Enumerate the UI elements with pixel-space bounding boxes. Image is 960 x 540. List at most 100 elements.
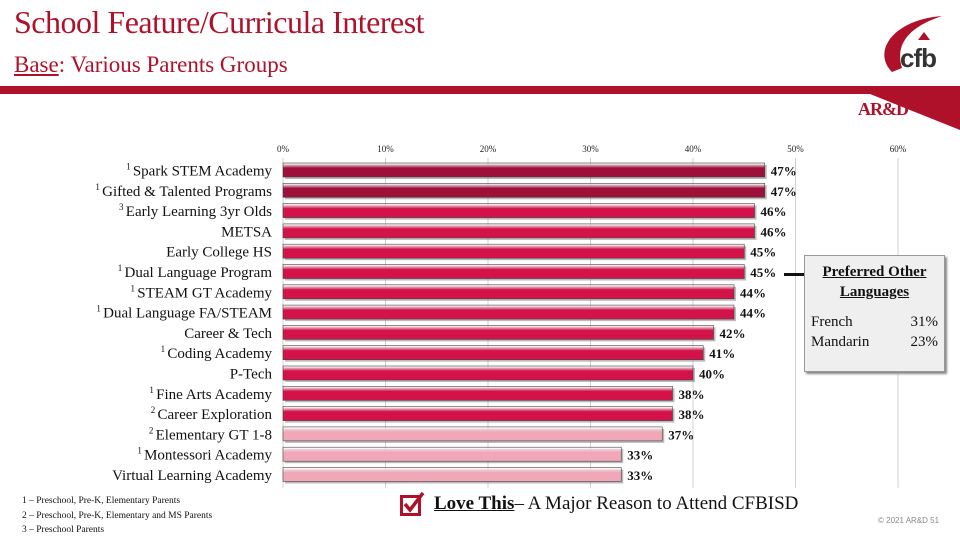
footnote-marker: 2 [149,425,156,435]
legend-bold-text: Love This [434,493,515,514]
bar [282,467,622,482]
category-label: METSA [221,224,272,240]
languages-connector [784,273,804,276]
bar [282,203,755,218]
language-name: French [811,314,853,330]
x-tick-label: 40% [685,144,702,154]
bar-value-label: 42% [720,326,746,341]
category-label: 1 Gifted & Talented Programs [95,182,272,200]
bar-chart: 0% 10% 20% 30% 40% 50% 60% 47% 1 Spark STEM Acad… [95,144,907,488]
bar-value-label: 40% [699,367,725,382]
category-text: Dual Language FA/STEAM [103,306,272,322]
footnote-marker: 1 [161,344,168,354]
ard-brand-mark: AR&D [858,99,909,119]
bar [282,162,766,178]
category-label: 2 Career Exploration [151,405,273,423]
bar [282,182,766,198]
bar [282,223,755,239]
category-text: Fine Arts Academy [156,387,272,403]
language-row: Mandarin 23% [805,332,944,352]
category-label: P-Tech [230,367,273,383]
footnote-marker: 3 [119,202,126,212]
bar-value-label: 37% [668,427,694,442]
bar-value-label: 41% [709,346,735,361]
category-label: 1 Montessori Academy [137,446,272,464]
category-text: Early Learning 3yr Olds [126,204,272,220]
footnote-2: 2 – Preschool, Pre-K, Elementary and MS … [22,510,213,521]
bar-value-label: 47% [771,184,797,199]
slide-title: School Feature/Curricula Interest [14,4,425,40]
footnote-marker: 1 [95,182,102,192]
language-row: French 31% [805,312,944,332]
footnote-marker: 2 [151,405,158,415]
category-text: Gifted & Talented Programs [102,184,272,200]
category-label: 1 Fine Arts Academy [149,385,272,403]
bar-value-label: 44% [740,306,766,321]
x-tick-label: 20% [480,144,497,154]
bar [282,325,714,340]
footnote-3: 3 – Preschool Parents [22,525,105,535]
category-label: 2 Elementary GT 1-8 [149,425,272,443]
bar-value-label: 46% [761,224,787,239]
x-tick-label: 60% [890,144,907,154]
bar [282,426,663,442]
bar-value-label: 46% [761,204,787,219]
category-label: Virtual Learning Academy [112,468,272,484]
category-label: 1 Dual Language FA/STEAM [96,304,272,322]
category-label: Career & Tech [184,326,272,342]
subtitle-rest: : Various Parents Groups [58,52,288,77]
header-divider [0,86,960,94]
bar-value-label: 38% [679,387,705,402]
bar [282,365,694,381]
copyright-text: © 2021 AR&D 51 [878,516,940,525]
x-tick-label: 50% [787,144,804,154]
bar [282,406,673,421]
bar [282,345,704,360]
category-text: Montessori Academy [144,448,272,464]
bar [282,446,622,462]
cfb-logo-swoosh-icon [884,16,942,72]
bar [282,386,673,401]
bar [282,264,745,279]
footnote-1: 1 – Preschool, Pre-K, Elementary Parents [22,496,181,506]
bar-value-label: 47% [771,164,797,179]
category-label: 1 Coding Academy [161,344,273,362]
x-tick-label: 30% [582,144,599,154]
bar-value-label: 38% [679,407,705,422]
subtitle-base-label: Base [14,52,59,77]
bar-value-label: 33% [627,468,653,483]
category-label: 3 Early Learning 3yr Olds [119,202,272,220]
category-label: 1 Spark STEM Academy [126,162,272,180]
language-name: Mandarin [811,334,870,350]
bar-value-label: 45% [750,245,776,260]
footnote-marker: 1 [126,162,133,172]
languages-box-title: Preferred Other Languages [805,262,944,302]
footnote-marker: 1 [131,283,138,293]
category-label: Early College HS [166,245,272,261]
language-value: 31% [910,314,939,330]
legend-rest-text: – A Major Reason to Attend CFBISD [514,493,799,514]
category-text: Elementary GT 1-8 [156,427,272,443]
languages-title-line2: Languages [839,284,910,300]
checkbox-checked-icon [400,492,424,516]
bar [282,284,735,300]
bar-value-label: 33% [627,448,653,463]
language-value: 23% [910,334,939,350]
cfb-logo-text: cfb [900,43,937,73]
languages-title-line1: Preferred Other [822,264,927,280]
chart-legend: Love This – A Major Reason to Attend CFB… [400,492,798,516]
slide-subtitle: Base: Various Parents Groups [14,52,288,78]
bar [282,304,735,320]
bar-value-label: 44% [740,285,766,300]
footnote-marker: 1 [118,263,125,273]
footnote-marker: 1 [149,385,156,395]
x-tick-label: 0% [277,144,290,154]
category-text: Coding Academy [167,346,272,362]
corner-accent [870,94,960,130]
category-label: 1 Dual Language Program [118,263,273,281]
footnote-marker: 1 [96,304,103,314]
category-text: Career Exploration [157,407,272,423]
category-label: 1 STEAM GT Academy [131,283,273,301]
footnotes: 1 – Preschool, Pre-K, Elementary Parents… [22,494,212,538]
category-text: Spark STEM Academy [133,164,273,180]
